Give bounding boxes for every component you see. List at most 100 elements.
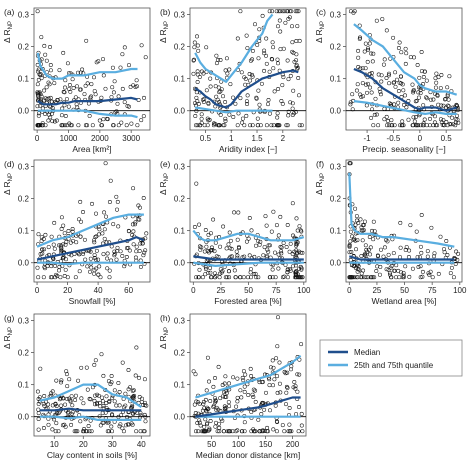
data-point [192,225,197,229]
data-point [237,246,241,250]
data-point [131,229,136,234]
data-point [214,254,219,259]
data-point [396,100,401,105]
data-point [362,49,367,54]
data-point [298,275,303,280]
x-tick-label: 50 [244,286,253,295]
data-point [271,365,276,370]
data-point [92,268,97,273]
data-point [214,420,218,425]
data-point [278,214,283,219]
data-point [258,239,263,244]
data-point [403,264,408,269]
data-point [82,92,87,97]
data-point [242,429,247,434]
data-point [108,178,113,183]
data-point [117,424,122,429]
data-point [101,117,106,122]
data-point [421,103,426,108]
data-point [118,422,123,427]
data-point [35,123,40,128]
data-point [297,93,301,98]
data-point [431,97,436,102]
data-point [291,88,296,93]
data-point [35,265,40,270]
data-point [115,207,119,212]
data-point [195,421,200,425]
data-point [218,267,223,272]
y-tick-label: 0.3 [18,316,30,325]
data-point [297,405,301,409]
data-point [406,117,411,122]
data-point [299,123,304,128]
x-tick-label: 0.5 [200,134,212,143]
data-point [368,252,372,257]
y-tick-label: 0.2 [330,43,342,52]
data-point [36,77,41,82]
data-point [361,223,366,227]
x-tick-label: 40 [137,440,146,449]
data-point [411,90,416,95]
data-point [36,401,41,406]
data-point [218,58,223,62]
data-point [96,232,101,237]
data-point [136,217,141,222]
data-point [232,210,237,215]
data-point [211,123,216,128]
data-point [216,123,221,128]
data-point [391,251,396,256]
data-point [61,223,66,228]
data-point [445,103,450,108]
data-point [124,123,129,128]
x-tick-label: 100 [297,286,311,295]
q75-line [36,52,138,80]
data-point [46,245,51,250]
data-point [141,114,146,119]
y-axis-label: Δ RNP [314,21,326,43]
data-point [349,250,354,254]
data-point [224,56,229,61]
data-point [196,48,201,53]
data-point [221,123,226,128]
data-point [267,111,272,116]
data-point [420,274,425,279]
data-point [293,9,298,14]
data-point [259,81,264,86]
data-point [356,48,361,53]
data-point [270,9,275,14]
median-line [195,396,301,418]
data-point [222,381,227,386]
data-point [414,123,419,128]
data-point [299,229,304,234]
data-point [218,396,223,401]
data-point [88,256,93,261]
data-point [384,267,389,272]
q75-line [39,383,142,409]
data-point [242,389,247,394]
data-point [410,82,415,87]
data-point [108,382,113,387]
data-point [39,76,44,81]
data-point [248,78,253,83]
data-point [195,69,200,74]
data-point [249,429,254,434]
data-point [275,344,280,349]
data-point [59,380,63,385]
panel-label: (b) [160,7,171,17]
data-point [104,401,109,405]
data-point [103,161,108,166]
data-point [392,102,397,107]
data-point [124,423,128,428]
data-point [224,395,229,399]
data-point [49,391,54,396]
data-point [59,227,64,231]
data-point [76,123,81,128]
data-point [278,29,283,34]
data-point [279,249,284,254]
data-point [65,61,70,66]
data-point [205,123,210,128]
data-point [273,403,278,408]
data-point [195,43,200,48]
data-point [69,411,74,416]
data-point [111,222,116,227]
